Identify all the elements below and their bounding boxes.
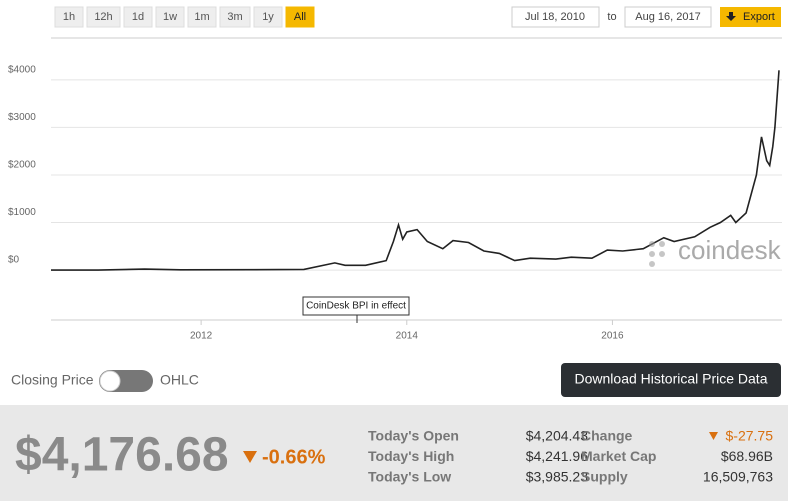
range-button[interactable] [86, 6, 121, 28]
summary-band [0, 405, 788, 501]
x-tick-label: 2014 [396, 331, 419, 342]
change-arrow [709, 432, 718, 440]
range-label: 3m [227, 11, 242, 23]
to-label: to [607, 11, 616, 23]
x-tick-label: 2016 [601, 331, 624, 342]
toggle-left-label: Closing Price [11, 372, 94, 388]
range-label: 1w [163, 11, 177, 23]
price-line [51, 70, 780, 271]
stat-value: $4,204.43 [526, 428, 588, 444]
toggle-knob [99, 370, 121, 392]
range-button[interactable] [253, 6, 283, 28]
stat-value: $68.96B [721, 448, 773, 464]
range-button[interactable] [219, 6, 251, 28]
annotation-box [302, 296, 410, 316]
stat-label: Change [581, 428, 633, 444]
x-tick-label: 2012 [190, 331, 213, 342]
range-button[interactable] [285, 6, 315, 28]
to-date[interactable] [624, 6, 712, 28]
watermark-logo [649, 241, 665, 267]
download-label: Download Historical Price Data [575, 371, 768, 387]
stat-label: Market Cap [581, 448, 656, 464]
export-icon [726, 12, 736, 21]
from-date-text: Jul 18, 2010 [525, 11, 585, 23]
export-label: Export [743, 11, 775, 23]
y-tick-label: $2000 [8, 160, 36, 171]
stat-label: Today's Low [368, 469, 451, 485]
download-button[interactable] [561, 363, 781, 397]
to-date-text: Aug 16, 2017 [635, 11, 700, 23]
stat-value: 16,509,763 [703, 469, 773, 485]
stat-value: $-27.75 [726, 428, 774, 444]
stat-label: Supply [581, 469, 628, 485]
stat-label: Today's High [368, 448, 454, 464]
stat-value: $4,241.96 [526, 448, 588, 464]
y-tick-label: $1000 [8, 207, 36, 218]
stat-value: $3,985.23 [526, 469, 588, 485]
range-label: 1h [63, 11, 75, 23]
range-button[interactable] [54, 6, 84, 28]
stat-label: Today's Open [368, 428, 459, 444]
y-tick-label: $0 [8, 255, 20, 266]
range-label: 1d [132, 11, 144, 23]
export-button[interactable] [720, 7, 781, 27]
range-button[interactable] [123, 6, 153, 28]
y-tick-label: $4000 [8, 64, 36, 75]
range-button[interactable] [187, 6, 217, 28]
from-date[interactable] [511, 6, 600, 28]
price: $4,176.68 [15, 429, 229, 482]
range-label: 12h [94, 11, 112, 23]
range-button[interactable] [155, 6, 185, 28]
annotation: CoinDesk BPI in effect [306, 301, 406, 312]
range-label: 1m [194, 11, 209, 23]
range-label: 1y [262, 11, 274, 23]
change-pct: -0.66% [262, 446, 326, 468]
toggle-right-label: OHLC [160, 372, 199, 388]
down-arrow [243, 451, 257, 463]
watermark: coindesk [678, 235, 782, 265]
range-label: All [294, 11, 306, 23]
y-tick-label: $3000 [8, 112, 36, 123]
